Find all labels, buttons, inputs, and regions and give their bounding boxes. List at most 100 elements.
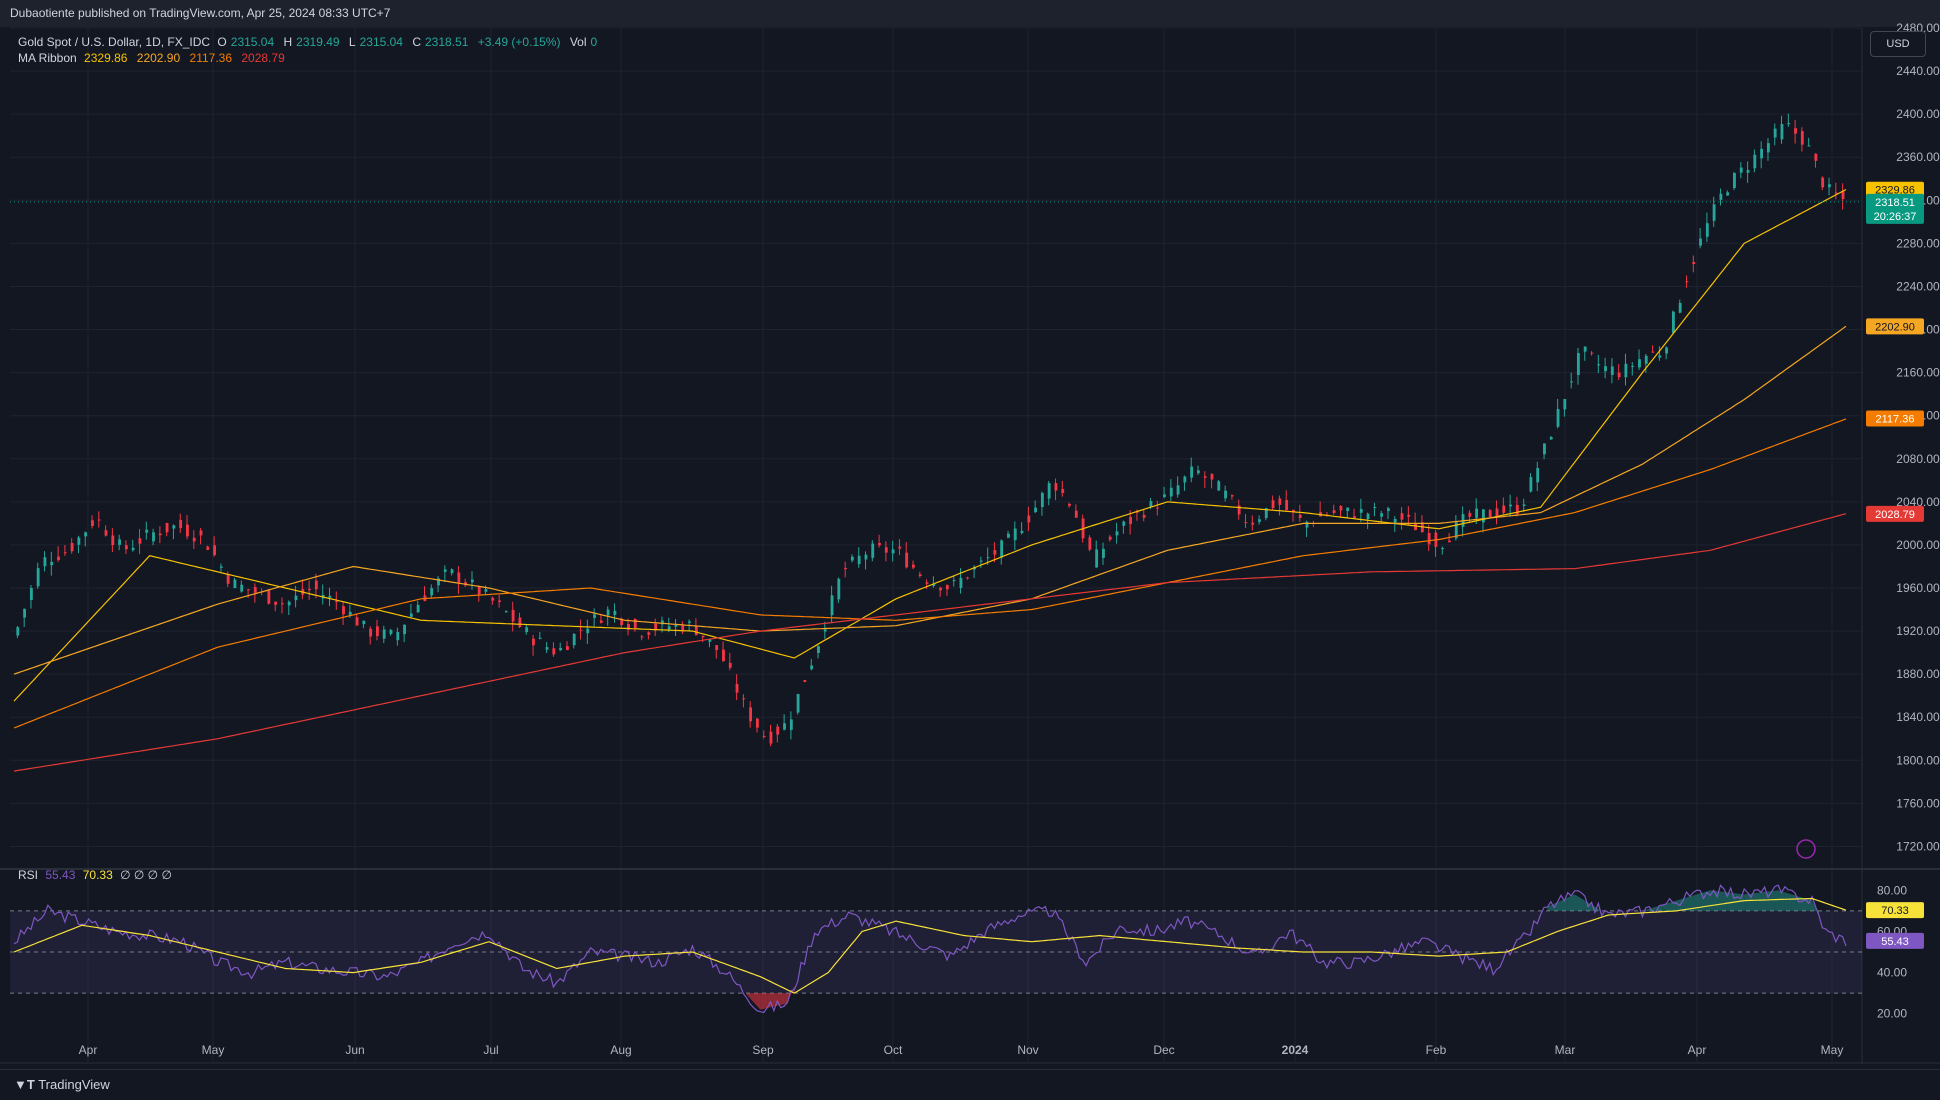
close-label: C	[412, 35, 421, 49]
candle-body	[1285, 500, 1289, 511]
candle-body	[118, 539, 122, 545]
candle-body	[84, 532, 88, 537]
rsi-oversold-fill	[780, 993, 785, 1005]
candle-body	[375, 626, 379, 637]
rsi-ma-badge: 70.33	[1881, 905, 1909, 917]
candle-body	[280, 603, 284, 605]
rsi-overbought-fill	[1737, 893, 1741, 911]
candle-body	[722, 649, 725, 662]
rsi-overbought-fill	[1778, 890, 1782, 911]
currency-button[interactable]: USD	[1870, 31, 1926, 57]
candle-body	[416, 604, 420, 613]
rsi-oversold-fill	[750, 993, 754, 1003]
main-legend: Gold Spot / U.S. Dollar, 1D, FX_IDC O 231…	[18, 34, 603, 66]
time-tick-label: Mar	[1555, 1043, 1576, 1057]
candle-body	[620, 618, 624, 625]
ma-value-2: 2202.90	[136, 51, 181, 65]
last-price-badge: 2318.51	[1875, 197, 1915, 209]
candle-body	[762, 735, 766, 737]
candle-body	[491, 597, 495, 601]
candle-body	[443, 569, 447, 572]
candle-body	[647, 632, 651, 635]
ma-badge-4: 2028.79	[1875, 509, 1915, 521]
candle-body	[1027, 515, 1031, 523]
candle-body	[1258, 519, 1261, 522]
candle-body	[470, 579, 474, 583]
candle-body	[1156, 507, 1160, 509]
ma-badge-2-bg	[1866, 318, 1924, 335]
candle-body	[708, 639, 712, 642]
candle-body	[1061, 489, 1065, 493]
rsi-overbought-fill	[1747, 893, 1752, 911]
candle-body	[403, 624, 406, 635]
time-tick-label: Jun	[345, 1043, 364, 1057]
ma-ribbon-label[interactable]: MA Ribbon	[18, 51, 77, 65]
candle-body	[586, 628, 590, 634]
candle-body	[287, 601, 291, 606]
candle-body	[701, 635, 705, 638]
candle-body	[735, 683, 739, 693]
candle-body	[1108, 536, 1112, 540]
rsi-oversold-fill	[746, 993, 751, 999]
candle-body	[226, 574, 230, 584]
candle-body	[1529, 477, 1533, 492]
candle-body	[1115, 531, 1119, 536]
candle-body	[389, 629, 393, 635]
candle-body	[247, 589, 250, 591]
rsi-oversold-fill	[756, 993, 761, 1010]
candle-body	[1651, 351, 1655, 353]
price-tick-label: 1880.00	[1896, 667, 1940, 681]
candle-body	[450, 569, 454, 574]
candle-body	[1821, 177, 1825, 188]
candle-body	[1787, 123, 1791, 125]
candle-body	[1224, 490, 1227, 499]
candle-body	[667, 626, 671, 630]
rsi-overbought-fill	[1581, 898, 1585, 911]
candle-body	[633, 619, 637, 628]
candle-body	[77, 537, 81, 545]
lightning-icon	[1796, 839, 1816, 859]
candle-body	[294, 595, 298, 601]
candle-body	[545, 647, 549, 650]
rsi-overbought-fill	[1798, 896, 1802, 911]
rsi-overbought-fill	[1662, 903, 1667, 911]
candle-body	[1583, 346, 1587, 352]
candle-body	[16, 627, 20, 636]
rsi-overbought-fill	[1693, 894, 1697, 911]
price-tick-label: 2160.00	[1896, 366, 1940, 380]
rsi-overbought-fill	[1659, 904, 1663, 911]
rsi-label[interactable]: RSI	[18, 868, 39, 882]
candle-body	[335, 600, 339, 603]
rsi-overbought-fill	[1669, 901, 1673, 911]
candle-body	[206, 546, 210, 550]
rsi-overbought-fill	[1771, 890, 1775, 911]
candle-body	[871, 543, 875, 558]
candle-body	[1149, 501, 1153, 508]
candle-body	[1576, 353, 1580, 375]
symbol-name[interactable]: Gold Spot / U.S. Dollar, 1D, FX_IDC	[18, 35, 211, 49]
candle-body	[1074, 510, 1078, 518]
time-tick-label: Dec	[1153, 1043, 1174, 1057]
candle-body	[864, 554, 868, 560]
close-value: 2318.51	[425, 35, 469, 49]
candle-body	[1230, 495, 1234, 497]
candle-body	[1176, 485, 1180, 495]
ma-ribbon-row: MA Ribbon 2329.86 2202.90 2117.36 2028.7…	[18, 50, 603, 66]
candle-body	[857, 555, 861, 565]
price-chart[interactable]: 1720.00 1760.00 1800.00 1840.00 1880.00 1920.…	[0, 0, 1940, 1069]
footer-brand[interactable]: TradingView	[38, 1077, 110, 1092]
rsi-oversold-fill	[760, 993, 764, 1010]
candle-body	[552, 648, 556, 655]
candle-body	[599, 620, 603, 623]
rsi-oversold-fill	[784, 993, 788, 1005]
candle-body	[789, 719, 793, 730]
candle-body	[932, 583, 936, 586]
time-tick-label: Aug	[610, 1043, 631, 1057]
candle-body	[1671, 311, 1675, 333]
candle-body	[253, 587, 257, 593]
candle-body	[1102, 548, 1105, 558]
candle-body	[308, 588, 311, 591]
low-value: 2315.04	[359, 35, 403, 49]
tradingview-logo-icon[interactable]: ▼T	[14, 1077, 35, 1092]
time-tick-label: Jul	[483, 1043, 498, 1057]
